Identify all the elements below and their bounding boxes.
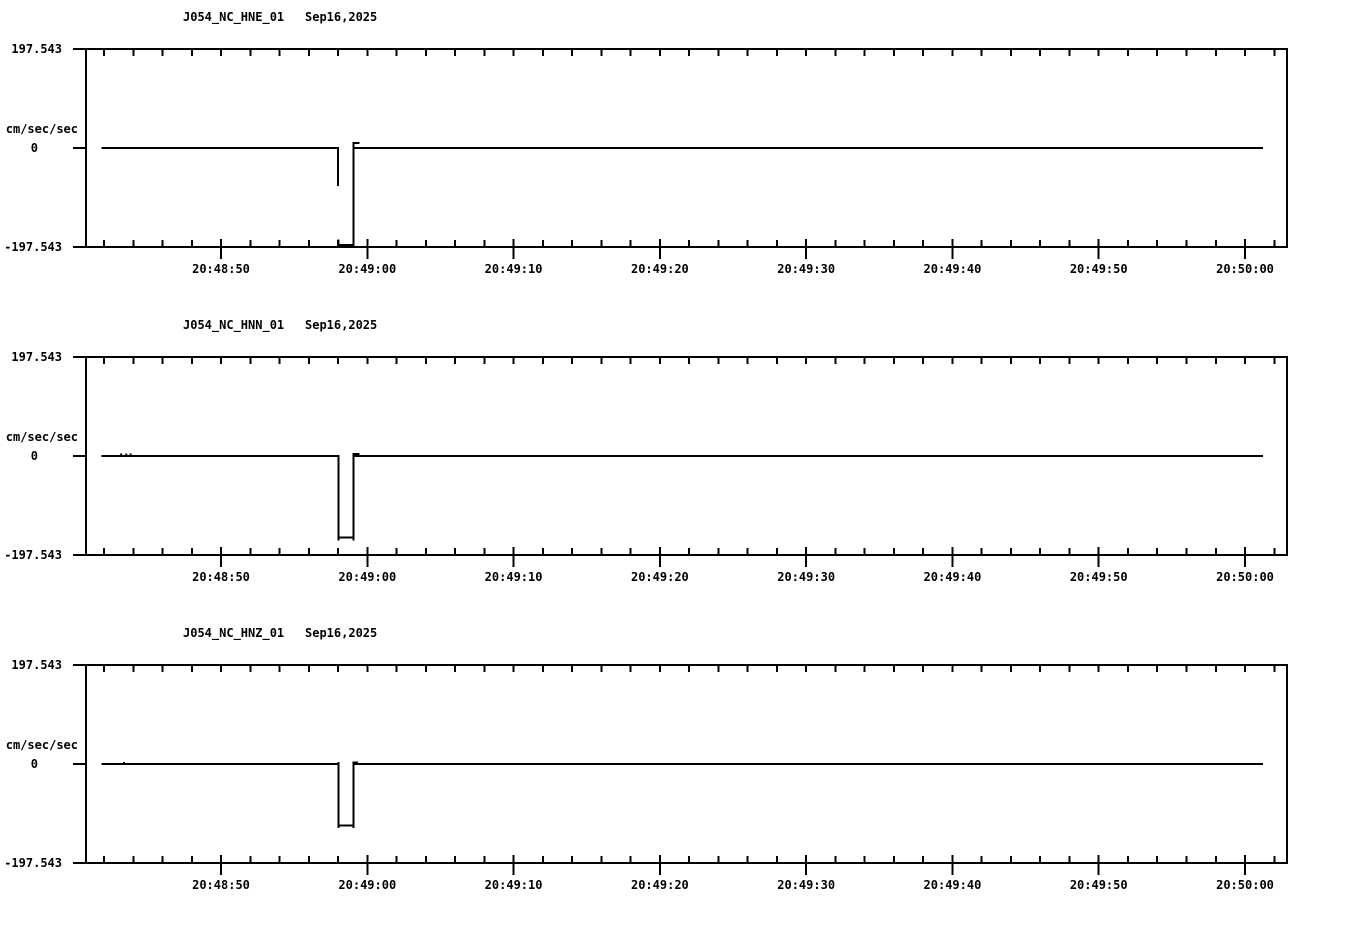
x-tick-label: 20:48:50 bbox=[192, 570, 250, 584]
noise-dot bbox=[120, 453, 123, 456]
x-tick-label: 20:49:10 bbox=[484, 570, 543, 584]
seismogram-panel-hnn: J054_NC_HNN_01 Sep16,2025 197.543 cm/sec… bbox=[0, 308, 1358, 618]
panel-title-date: Sep16,2025 bbox=[305, 626, 378, 640]
x-tick-label: 20:49:20 bbox=[630, 262, 689, 276]
waveform-plot-hne bbox=[73, 48, 1288, 259]
y-axis-zero-label: 0 bbox=[30, 757, 38, 771]
seismogram-panel-hne: J054_NC_HNE_01 Sep16,2025 197.543 cm/sec… bbox=[0, 0, 1358, 310]
x-tick-label: 20:49:10 bbox=[484, 878, 543, 892]
x-tick-label: 20:49:40 bbox=[923, 570, 982, 584]
y-axis-min-label: -197.543 bbox=[4, 548, 62, 562]
x-tick-label: 20:49:40 bbox=[923, 878, 982, 892]
y-axis-unit-label: cm/sec/sec bbox=[5, 738, 78, 752]
y-axis-max-label: 197.543 bbox=[11, 42, 62, 56]
x-axis-labels: 20:48:50 20:49:00 20:49:10 20:49:20 20:49:30… bbox=[0, 877, 1358, 895]
x-tick-label: 20:49:30 bbox=[777, 570, 836, 584]
x-tick-label: 20:49:00 bbox=[338, 878, 397, 892]
panel-title-station: J054_NC_HNE_01 bbox=[183, 10, 285, 24]
panel-title-date: Sep16,2025 bbox=[305, 318, 378, 332]
waveform-trace bbox=[337, 141, 360, 247]
x-tick-label: 20:49:30 bbox=[777, 262, 836, 276]
panel-title-station: J054_NC_HNZ_01 bbox=[183, 626, 285, 640]
x-tick-label: 20:50:00 bbox=[1216, 570, 1274, 584]
noise-dot bbox=[129, 453, 132, 456]
y-axis-min-label: -197.543 bbox=[4, 856, 62, 870]
waveform-trace bbox=[101, 761, 359, 829]
y-axis-unit-label: cm/sec/sec bbox=[5, 430, 78, 444]
noise-dot bbox=[123, 761, 126, 764]
y-axis-unit-label: cm/sec/sec bbox=[5, 122, 78, 136]
waveform-trace bbox=[101, 147, 339, 187]
x-tick-label: 20:49:50 bbox=[1069, 262, 1128, 276]
x-axis-labels: 20:48:50 20:49:00 20:49:10 20:49:20 20:49:30… bbox=[0, 261, 1358, 279]
x-tick-label: 20:49:00 bbox=[338, 570, 397, 584]
panel-title-station: J054_NC_HNN_01 bbox=[183, 318, 285, 332]
waveform-trace bbox=[101, 452, 360, 541]
x-tick-label: 20:49:50 bbox=[1069, 878, 1128, 892]
x-tick-label: 20:49:20 bbox=[630, 570, 689, 584]
noise-dot bbox=[125, 453, 128, 456]
y-axis-max-label: 197.543 bbox=[11, 350, 62, 364]
x-tick-label: 20:49:30 bbox=[777, 878, 836, 892]
x-axis-labels: 20:48:50 20:49:00 20:49:10 20:49:20 20:49:30… bbox=[0, 569, 1358, 587]
y-axis-min-label: -197.543 bbox=[4, 240, 62, 254]
x-tick-label: 20:49:40 bbox=[923, 262, 982, 276]
x-tick-label: 20:49:20 bbox=[630, 878, 689, 892]
seismogram-panel-hnz: J054_NC_HNZ_01 Sep16,2025 197.543 cm/sec… bbox=[0, 616, 1358, 926]
y-axis-max-label: 197.543 bbox=[11, 658, 62, 672]
y-axis-zero-label: 0 bbox=[30, 141, 38, 155]
x-tick-label: 20:48:50 bbox=[192, 262, 250, 276]
x-tick-label: 20:50:00 bbox=[1216, 878, 1274, 892]
x-tick-label: 20:49:10 bbox=[484, 262, 543, 276]
x-tick-label: 20:49:50 bbox=[1069, 570, 1128, 584]
waveform-plot-hnz bbox=[73, 664, 1288, 875]
x-tick-label: 20:48:50 bbox=[192, 878, 250, 892]
waveform-plot-hnn bbox=[73, 356, 1288, 567]
x-tick-label: 20:49:00 bbox=[338, 262, 397, 276]
y-axis-zero-label: 0 bbox=[30, 449, 38, 463]
panel-title-date: Sep16,2025 bbox=[305, 10, 378, 24]
x-tick-label: 20:50:00 bbox=[1216, 262, 1274, 276]
